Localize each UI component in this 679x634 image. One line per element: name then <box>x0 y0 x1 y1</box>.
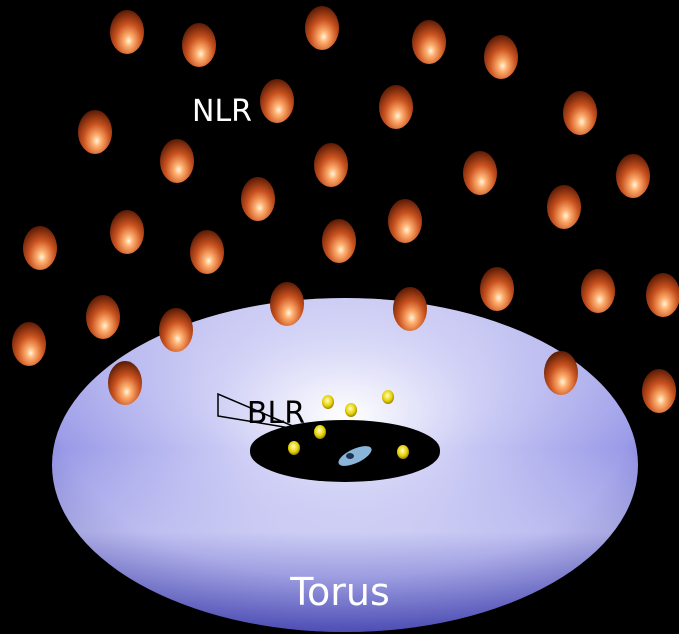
pointer <box>217 392 303 431</box>
blr-cloud <box>322 395 334 409</box>
nlr-cloud <box>646 273 679 317</box>
nlr-cloud <box>480 267 514 311</box>
nlr-cloud <box>260 79 294 123</box>
nlr-cloud <box>388 199 422 243</box>
nlr-cloud <box>379 85 413 129</box>
nlr-cloud <box>544 351 578 395</box>
blr-cloud <box>288 441 300 455</box>
nlr-cloud <box>241 177 275 221</box>
nlr-cloud <box>393 287 427 331</box>
nlr-cloud <box>581 269 615 313</box>
nlr-cloud <box>182 23 216 67</box>
torus-label: Torus <box>289 570 390 614</box>
nlr-cloud <box>110 10 144 54</box>
nlr-cloud <box>563 91 597 135</box>
nlr-cloud <box>616 154 650 198</box>
nlr-cloud <box>110 210 144 254</box>
nlr-cloud <box>108 361 142 405</box>
nlr-cloud <box>270 282 304 326</box>
nlr-cloud <box>412 20 446 64</box>
blr-label: BLR <box>247 396 305 431</box>
nlr-cloud <box>314 143 348 187</box>
nlr-cloud <box>12 322 46 366</box>
nlr-cloud <box>484 35 518 79</box>
nlr-cloud <box>463 151 497 195</box>
nlr-cloud <box>642 369 676 413</box>
blr-cloud <box>314 425 326 439</box>
central-engine <box>338 446 372 466</box>
nlr-cloud <box>159 308 193 352</box>
nlr-cloud <box>305 6 339 50</box>
nlr-cloud <box>86 295 120 339</box>
nlr-cloud <box>322 219 356 263</box>
nlr-label: NLR <box>192 94 252 129</box>
nlr-cloud <box>190 230 224 274</box>
nlr-cloud <box>23 226 57 270</box>
blr-cloud <box>345 403 357 417</box>
blr-cloud <box>382 390 394 404</box>
nlr-cloud <box>160 139 194 183</box>
nlr-cloud <box>547 185 581 229</box>
blr-cloud <box>397 445 409 459</box>
nlr-cloud <box>78 110 112 154</box>
torus <box>51 297 638 633</box>
